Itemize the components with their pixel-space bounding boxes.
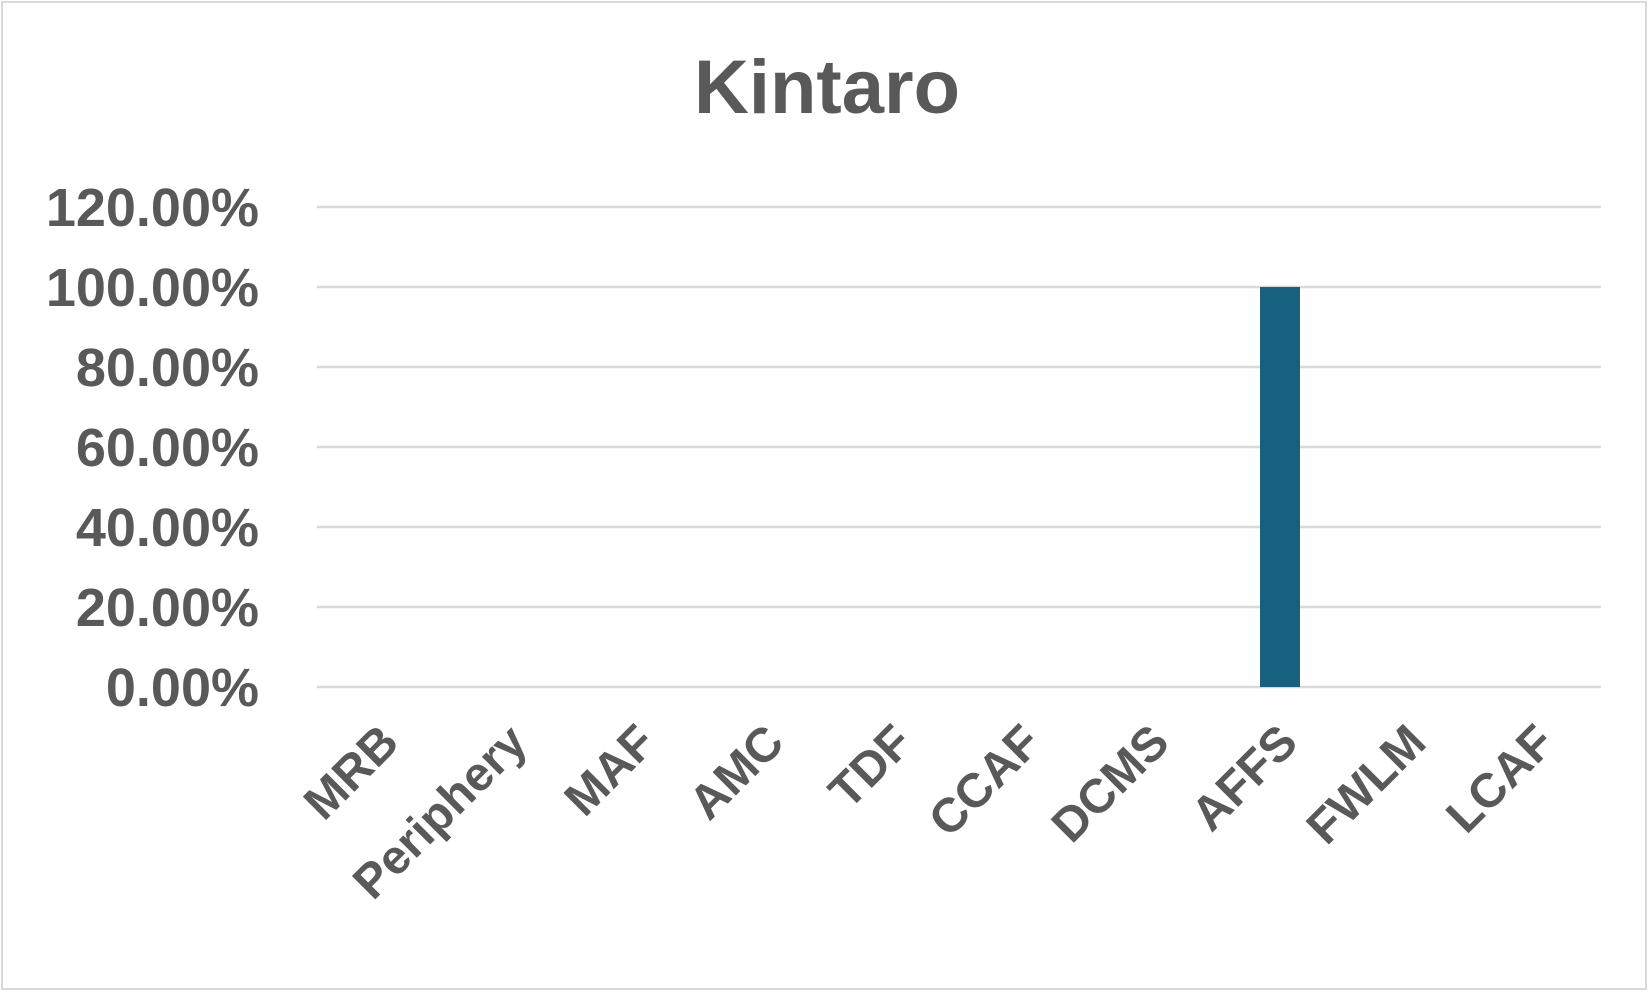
x-tick-label: TDF xyxy=(819,715,922,818)
y-axis-tick-labels: 0.00% 20.00% 40.00% 60.00% 80.00% 100.00% 120.… xyxy=(46,178,259,718)
y-tick-label: 60.00% xyxy=(76,418,259,478)
x-tick-label: CCAF xyxy=(919,715,1051,847)
y-tick-label: 120.00% xyxy=(46,178,259,238)
bar xyxy=(1260,287,1300,687)
y-tick-label: 40.00% xyxy=(76,498,259,558)
y-tick-label: 20.00% xyxy=(76,578,259,638)
x-tick-label: DCMS xyxy=(1042,715,1179,852)
bar-chart: Kintaro 0.00% 20.00% 40.00% 60.00% 80.00% 100… xyxy=(46,45,1601,909)
x-tick-label: MAF xyxy=(555,715,666,826)
gridlines xyxy=(317,205,1601,689)
x-tick-label: AMC xyxy=(679,715,794,830)
chart-title: Kintaro xyxy=(694,45,960,130)
x-tick-label: FWLM xyxy=(1297,715,1436,854)
x-tick-label: MRB xyxy=(294,715,409,830)
bars xyxy=(1260,287,1300,687)
y-tick-label: 80.00% xyxy=(76,338,259,398)
y-tick-label: 100.00% xyxy=(46,258,259,318)
y-tick-label: 0.00% xyxy=(106,658,259,718)
x-tick-label: LCAF xyxy=(1437,715,1565,843)
x-tick-label: AFFS xyxy=(1182,715,1308,841)
